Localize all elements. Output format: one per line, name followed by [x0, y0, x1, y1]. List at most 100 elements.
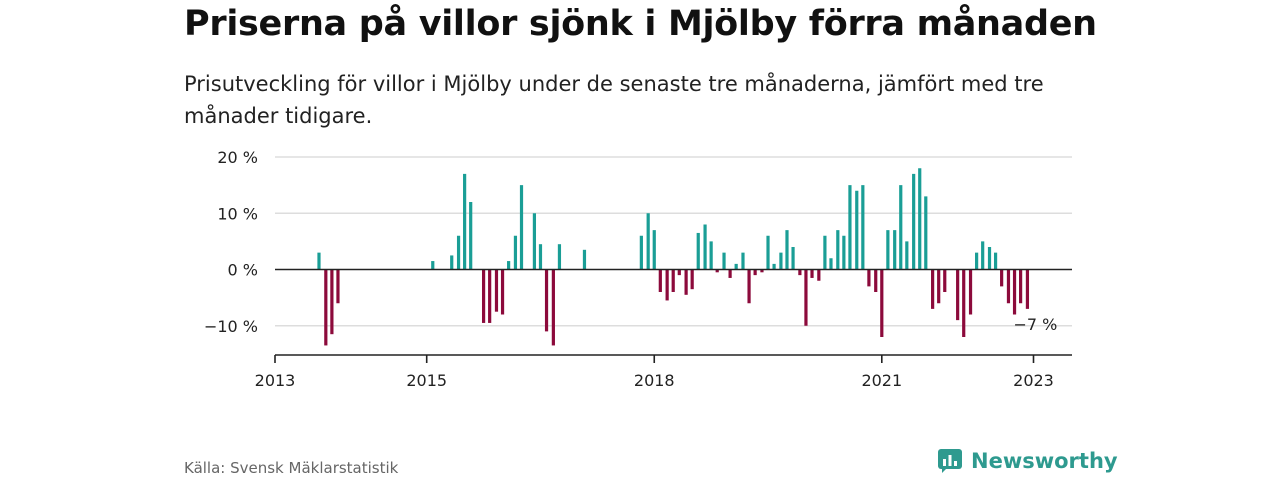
bar — [943, 269, 947, 292]
x-axis-ticks: 2013 2015 2018 2021 2023 — [255, 355, 1054, 390]
bar — [968, 269, 973, 315]
bar — [507, 261, 511, 270]
bar — [779, 252, 783, 270]
bar — [855, 190, 859, 270]
bar — [874, 269, 878, 292]
bar — [1019, 269, 1023, 304]
x-tick-label: 2015 — [406, 371, 447, 390]
bar — [956, 269, 960, 321]
bar — [823, 235, 827, 270]
x-axis — [275, 268, 1072, 356]
bar — [975, 252, 979, 270]
bar — [937, 269, 941, 304]
bar — [798, 269, 802, 276]
grid-lines — [275, 156, 1072, 327]
bar — [317, 252, 321, 270]
bar — [893, 230, 897, 270]
bar — [551, 269, 555, 346]
bar — [804, 269, 808, 326]
bar — [753, 269, 757, 276]
bar — [715, 269, 719, 273]
x-tick-label: 2021 — [861, 371, 902, 390]
bar — [728, 269, 732, 278]
bar — [324, 269, 328, 346]
bar — [684, 269, 688, 295]
bar — [639, 235, 643, 270]
bar — [791, 247, 795, 270]
bar — [665, 269, 669, 301]
bar — [450, 255, 454, 270]
bar — [658, 269, 662, 292]
bar — [538, 244, 543, 270]
bar — [652, 230, 656, 270]
bar — [671, 269, 675, 292]
bar — [494, 269, 499, 312]
bar — [785, 230, 789, 270]
bar — [500, 269, 505, 315]
source-note: Källa: Svensk Mäklarstatistik — [184, 459, 399, 477]
bar — [741, 252, 745, 270]
bar — [848, 185, 852, 270]
bar — [722, 252, 726, 270]
bar — [469, 202, 473, 270]
bar — [709, 241, 713, 270]
bar — [836, 230, 840, 270]
chart-subtitle: Prisutveckling för villor i Mjölby under… — [184, 72, 1044, 128]
bar — [1000, 269, 1004, 287]
bar — [488, 269, 492, 323]
brand-name: Newsworthy — [971, 449, 1118, 473]
bar — [677, 269, 681, 276]
y-tick-label: 0 % — [228, 261, 258, 280]
bar — [481, 269, 486, 323]
x-tick-label: 2018 — [634, 371, 675, 390]
brand-logo[interactable]: Newsworthy — [937, 448, 1118, 474]
bars — [317, 168, 1030, 346]
bar — [899, 185, 903, 270]
bar — [912, 173, 916, 270]
y-axis-ticks: 20 % 10 % 0 % −10 % — [204, 148, 258, 336]
last-value-label: −7 % — [1014, 315, 1058, 334]
bar — [646, 213, 650, 270]
bar — [817, 269, 821, 281]
y-tick-label: 20 % — [217, 148, 258, 167]
newsworthy-logo-icon — [938, 449, 962, 473]
bar — [905, 241, 909, 270]
bar — [690, 269, 694, 290]
bar — [760, 269, 764, 273]
bar — [431, 261, 435, 270]
x-tick-label: 2023 — [1013, 371, 1054, 390]
x-tick-label: 2013 — [255, 371, 296, 390]
bar — [557, 244, 562, 270]
bar — [1012, 269, 1017, 315]
bar — [532, 213, 537, 270]
bar — [463, 173, 467, 270]
bar — [513, 235, 518, 270]
bar — [519, 185, 524, 270]
bar — [962, 269, 966, 337]
bar — [842, 235, 846, 270]
bar — [696, 232, 700, 270]
chart-title: Priserna på villor sjönk i Mjölby förra … — [184, 4, 1097, 44]
bar — [931, 269, 935, 309]
bar — [880, 269, 884, 337]
bar — [582, 249, 587, 270]
bar — [747, 269, 751, 304]
bar — [981, 241, 985, 270]
bar — [993, 252, 998, 270]
annotations: −7 % — [1014, 315, 1058, 334]
bar — [924, 196, 928, 270]
bar — [867, 269, 871, 287]
bar — [330, 269, 334, 335]
bar — [886, 230, 890, 270]
bar — [703, 224, 707, 270]
bar — [456, 235, 461, 270]
bar — [766, 235, 770, 270]
bar — [829, 258, 833, 270]
y-tick-label: −10 % — [204, 317, 258, 336]
bar — [544, 269, 549, 332]
bar — [734, 263, 738, 270]
bar — [1025, 269, 1030, 309]
y-tick-label: 10 % — [217, 204, 258, 223]
bar — [772, 263, 776, 270]
